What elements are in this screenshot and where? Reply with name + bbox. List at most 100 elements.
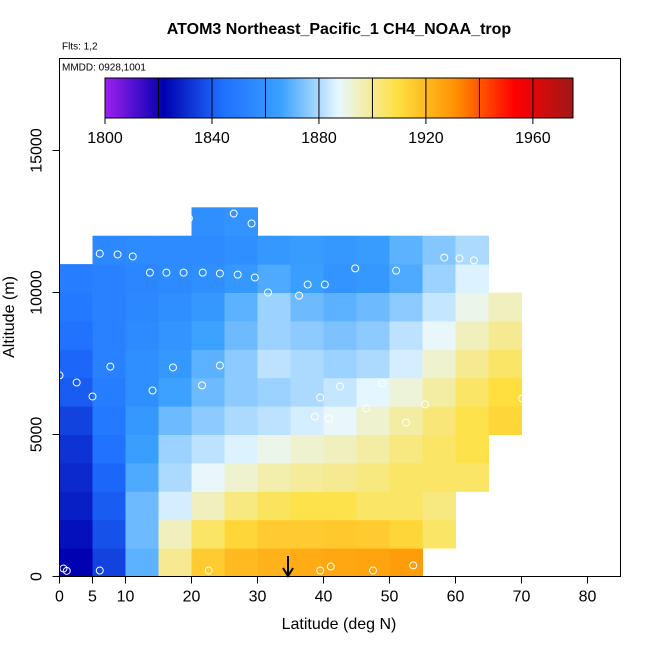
cell <box>290 462 324 492</box>
cell <box>158 235 192 265</box>
cell <box>389 377 423 407</box>
x-tick-label: 5 <box>88 589 97 606</box>
cell <box>488 292 522 322</box>
plot-frame <box>59 58 621 577</box>
colorbar-tick-label: 1840 <box>194 130 230 147</box>
observation <box>247 219 256 228</box>
cell <box>389 292 423 322</box>
x-tick-label: 70 <box>513 589 531 606</box>
cell <box>422 491 456 521</box>
observation <box>336 382 344 391</box>
observation <box>88 392 97 401</box>
cell <box>290 491 324 521</box>
observation <box>72 378 81 387</box>
cell <box>290 235 324 265</box>
cell <box>356 349 390 379</box>
cell <box>191 406 225 436</box>
cell <box>92 292 126 322</box>
observation <box>184 214 193 223</box>
cell <box>389 491 423 521</box>
chart-title: ATOM3 Northeast_Pacific_1 CH4_NOAA_trop <box>167 21 512 38</box>
cell <box>455 292 489 322</box>
cell <box>224 207 258 237</box>
y-tick-label: 5000 <box>29 417 46 453</box>
cell <box>290 320 324 350</box>
cell <box>191 349 225 379</box>
y-tick-label: 10000 <box>29 270 46 315</box>
cell <box>389 235 423 265</box>
cell <box>356 264 390 294</box>
cell <box>59 548 93 577</box>
cell <box>92 434 126 464</box>
observation <box>250 273 259 282</box>
cell <box>389 349 423 379</box>
cell <box>356 434 390 464</box>
cell <box>290 377 324 407</box>
cell <box>290 434 324 464</box>
cell <box>191 519 225 549</box>
colorbar-tick-label: 1800 <box>87 130 123 147</box>
cell <box>92 406 126 436</box>
observation <box>326 562 335 571</box>
observation <box>316 393 325 402</box>
cell <box>257 349 291 379</box>
x-axis-label: Latitude (deg N) <box>282 616 397 633</box>
cell <box>125 235 159 265</box>
cell <box>488 406 522 436</box>
observation <box>179 268 188 277</box>
cell <box>59 320 93 350</box>
cell <box>257 519 291 549</box>
cell <box>59 462 93 492</box>
cell <box>422 462 456 492</box>
cell <box>257 235 291 265</box>
cell <box>158 320 192 350</box>
observation <box>72 233 81 242</box>
cell <box>257 406 291 436</box>
cell <box>59 491 93 521</box>
cell <box>92 235 126 265</box>
cell <box>158 434 192 464</box>
cell <box>389 434 423 464</box>
cell <box>323 491 357 521</box>
cell <box>59 434 93 464</box>
cell <box>356 491 390 521</box>
cell <box>422 349 456 379</box>
cell <box>158 462 192 492</box>
cell <box>92 548 126 577</box>
cell <box>125 349 159 379</box>
x-tick-label: 40 <box>315 589 333 606</box>
cell <box>323 519 357 549</box>
cell <box>323 434 357 464</box>
cell <box>455 406 489 436</box>
cell <box>323 292 357 322</box>
cell <box>158 519 192 549</box>
observation <box>440 253 449 262</box>
cell <box>422 264 456 294</box>
observation <box>362 404 371 413</box>
cell <box>323 349 357 379</box>
cell <box>59 349 93 379</box>
cell <box>323 406 357 436</box>
cell <box>224 434 258 464</box>
cell <box>389 264 423 294</box>
cell <box>191 462 225 492</box>
cell <box>92 491 126 521</box>
cell <box>92 320 126 350</box>
observation <box>310 412 319 421</box>
cell <box>356 462 390 492</box>
observation <box>162 268 171 277</box>
cell <box>59 377 93 407</box>
cell <box>92 519 126 549</box>
cell <box>224 235 258 265</box>
observation <box>106 362 115 371</box>
cell <box>125 264 159 294</box>
cell <box>191 491 225 521</box>
cell <box>224 548 258 577</box>
cell <box>224 264 258 294</box>
cell <box>158 292 192 322</box>
observation <box>409 561 418 570</box>
cell <box>356 320 390 350</box>
axes: 0 5 10 20 30 40 50 60 70 80 0 5000 10000 15000 <box>29 128 597 606</box>
observation <box>402 418 410 427</box>
cell <box>257 320 291 350</box>
